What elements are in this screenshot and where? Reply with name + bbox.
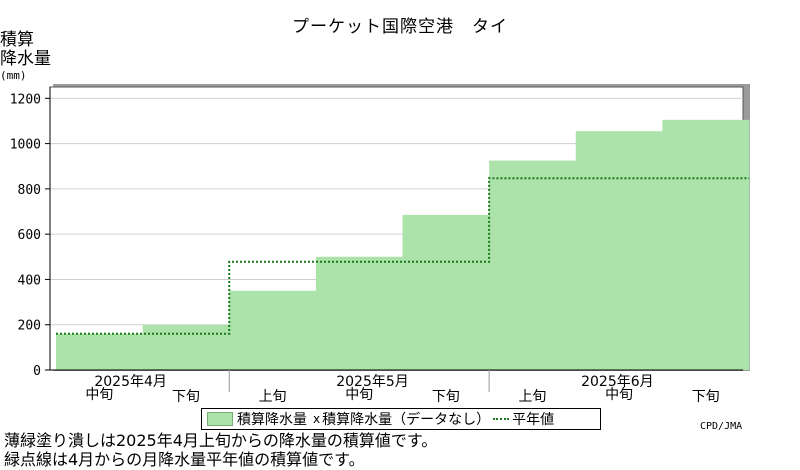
legend-label-accumulated: 積算降水量 bbox=[237, 412, 307, 428]
precip-bar bbox=[575, 131, 663, 370]
x-period-label: 下旬 bbox=[432, 389, 460, 405]
y-axis-title: 積算 降水量 bbox=[0, 30, 51, 69]
credit-label: CPD/JMA bbox=[700, 421, 743, 432]
y-axis-unit: (mm) bbox=[0, 69, 27, 82]
precip-bar bbox=[142, 324, 230, 370]
y-tick-label: 600 bbox=[18, 228, 41, 243]
legend-marker-missing: x bbox=[313, 412, 321, 426]
chart-title: プーケット国際空港 タイ bbox=[292, 17, 508, 37]
y-tick-label: 400 bbox=[18, 273, 41, 288]
x-period-label: 下旬 bbox=[172, 389, 200, 405]
x-period-label: 中旬 bbox=[85, 387, 113, 403]
x-period-label: 中旬 bbox=[605, 387, 633, 403]
y-axis-title-line: 積算 bbox=[0, 30, 34, 50]
y-axis-title-line: 降水量 bbox=[0, 49, 51, 69]
note-fill: 薄緑塗り潰しは2025年4月上旬からの降水量の積算値です。 bbox=[4, 431, 438, 450]
chart-notes: 薄緑塗り潰しは2025年4月上旬からの降水量の積算値です。 緑点線は4月からの月… bbox=[4, 431, 437, 469]
precip-bar bbox=[315, 256, 403, 370]
y-tick-label: 800 bbox=[18, 183, 41, 198]
y-tick-label: 1000 bbox=[10, 138, 41, 153]
legend-swatch-accumulated bbox=[207, 412, 233, 426]
x-period-label: 上旬 bbox=[259, 389, 287, 405]
x-month-label: 2025年5月 bbox=[336, 374, 409, 390]
precip-bar bbox=[489, 160, 577, 370]
legend-line-normal bbox=[493, 418, 510, 420]
legend-label-normal: 平年値 bbox=[512, 412, 555, 428]
normal-line bbox=[56, 177, 749, 335]
precip-bar bbox=[402, 214, 490, 370]
chart-legend: 積算降水量 x 積算降水量（データなし） 平年値 bbox=[201, 408, 601, 430]
x-period-label: 上旬 bbox=[518, 389, 546, 405]
x-month-label: 2025年6月 bbox=[581, 374, 654, 390]
precip-bar bbox=[229, 290, 317, 370]
precip-bar bbox=[56, 333, 144, 370]
x-month-label: 2025年4月 bbox=[94, 374, 167, 390]
y-tick-label: 1200 bbox=[10, 92, 41, 107]
y-tick-label: 200 bbox=[18, 319, 41, 334]
precip-bar bbox=[662, 119, 750, 370]
y-tick-label: 0 bbox=[33, 364, 41, 379]
x-period-label: 中旬 bbox=[345, 387, 373, 403]
y-axis-label: 積算 降水量 (mm) bbox=[0, 30, 51, 83]
legend-label-missing: 積算降水量（データなし） bbox=[322, 412, 491, 428]
x-period-label: 下旬 bbox=[692, 389, 720, 405]
note-dotted: 緑点線は4月からの月降水量平年値の積算値です。 bbox=[4, 450, 365, 469]
